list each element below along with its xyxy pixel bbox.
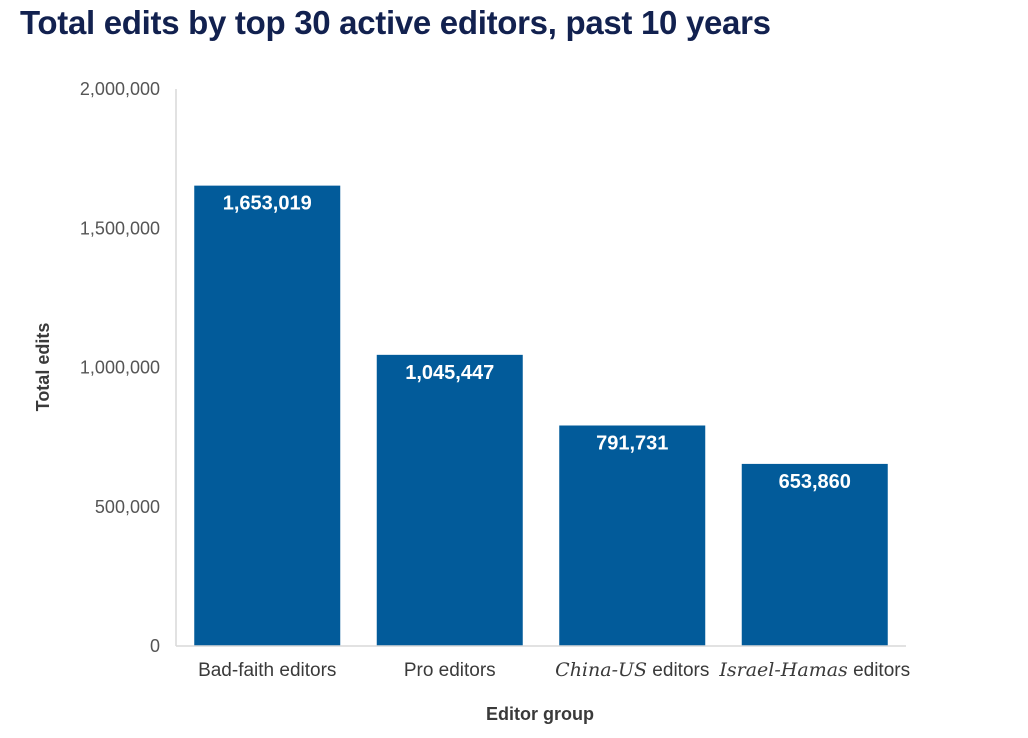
bar-value-label: 1,045,447 xyxy=(405,362,494,384)
bar-value-label: 1,653,019 xyxy=(223,193,312,215)
bar xyxy=(194,185,341,646)
x-category-label: China-US editors xyxy=(555,659,709,681)
bar-value-label: 791,731 xyxy=(596,433,668,455)
y-tick-label: 2,000,000 xyxy=(80,79,160,99)
bar xyxy=(559,425,706,646)
x-category-label: Israel-Hamas editors xyxy=(718,659,910,681)
chart-title: Total edits by top 30 active editors, pa… xyxy=(20,4,771,41)
y-tick-label: 1,000,000 xyxy=(80,358,160,378)
y-tick-label: 1,500,000 xyxy=(80,218,160,238)
bar-value-label: 653,860 xyxy=(779,471,851,493)
x-axis-title: Editor group xyxy=(486,704,594,724)
y-tick-label: 0 xyxy=(150,636,160,656)
bar xyxy=(741,463,888,646)
x-axis-categories: Bad-faith editors Pro editors China-US edi… xyxy=(198,659,910,681)
x-category-label: Pro editors xyxy=(404,660,496,681)
bar-data-labels: 1,653,019 1,045,447 791,731 653,860 xyxy=(223,193,851,493)
y-tick-label: 500,000 xyxy=(95,497,160,517)
y-axis-title: Total edits xyxy=(33,323,53,412)
x-category-label: Bad-faith editors xyxy=(198,660,336,681)
bars xyxy=(194,185,888,646)
y-axis-ticks: 0 500,000 1,000,000 1,500,000 2,000,000 xyxy=(80,79,160,656)
bar xyxy=(376,354,523,646)
